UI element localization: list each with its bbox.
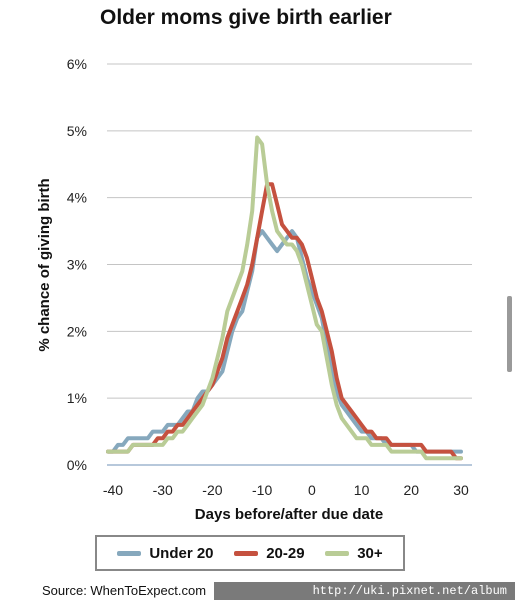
legend-swatch-30-plus — [325, 550, 350, 556]
series-line-1 — [106, 182, 463, 461]
x-tick-label: 20 — [404, 482, 420, 498]
x-tick-label: -40 — [103, 482, 123, 498]
y-tick-label: 6% — [67, 56, 87, 72]
grid-lines — [107, 63, 472, 466]
legend-swatch-under-20 — [117, 550, 142, 556]
source-label: Source: WhenToExpect.com — [0, 582, 215, 600]
legend-swatch-20-29 — [234, 550, 259, 556]
x-tick-label: -10 — [252, 482, 272, 498]
x-tick-label: 30 — [453, 482, 469, 498]
footer-bar: Source: WhenToExpect.com http://uki.pixn… — [0, 582, 515, 600]
y-tick-label: 1% — [67, 390, 87, 406]
y-tick-label: 0% — [67, 457, 87, 473]
y-axis-ticks: 0% 1% 2% 3% 4% 5% 6% — [67, 56, 87, 473]
y-tick-label: 5% — [67, 123, 87, 139]
scroll-indicator[interactable] — [507, 296, 512, 372]
legend-label-under-20: Under 20 — [149, 544, 214, 562]
legend-label-20-29: 20-29 — [266, 544, 305, 562]
x-axis-title: Days before/after due date — [195, 506, 383, 523]
legend-item-under-20: Under 20 — [117, 544, 214, 562]
watermark-url: http://uki.pixnet.net/album — [312, 584, 507, 598]
legend-item-30-plus: 30+ — [325, 544, 383, 562]
series-line-2 — [106, 135, 463, 461]
x-tick-label: -20 — [202, 482, 222, 498]
x-axis-ticks: -40 -30 -20 -10 0 10 20 30 — [103, 482, 469, 498]
x-tick-label: -30 — [153, 482, 173, 498]
legend-label-30-plus: 30+ — [357, 544, 383, 562]
y-tick-label: 2% — [67, 323, 87, 339]
chart-title: Older moms give birth earlier — [100, 6, 392, 29]
legend: Under 20 20-29 30+ — [95, 535, 405, 571]
x-tick-label: 0 — [308, 482, 316, 498]
y-tick-label: 3% — [67, 257, 87, 273]
y-tick-label: 4% — [67, 190, 87, 206]
x-tick-label: 10 — [354, 482, 370, 498]
series-lines — [106, 135, 463, 461]
y-axis-title: % chance of giving birth — [36, 178, 53, 351]
legend-item-20-29: 20-29 — [234, 544, 305, 562]
